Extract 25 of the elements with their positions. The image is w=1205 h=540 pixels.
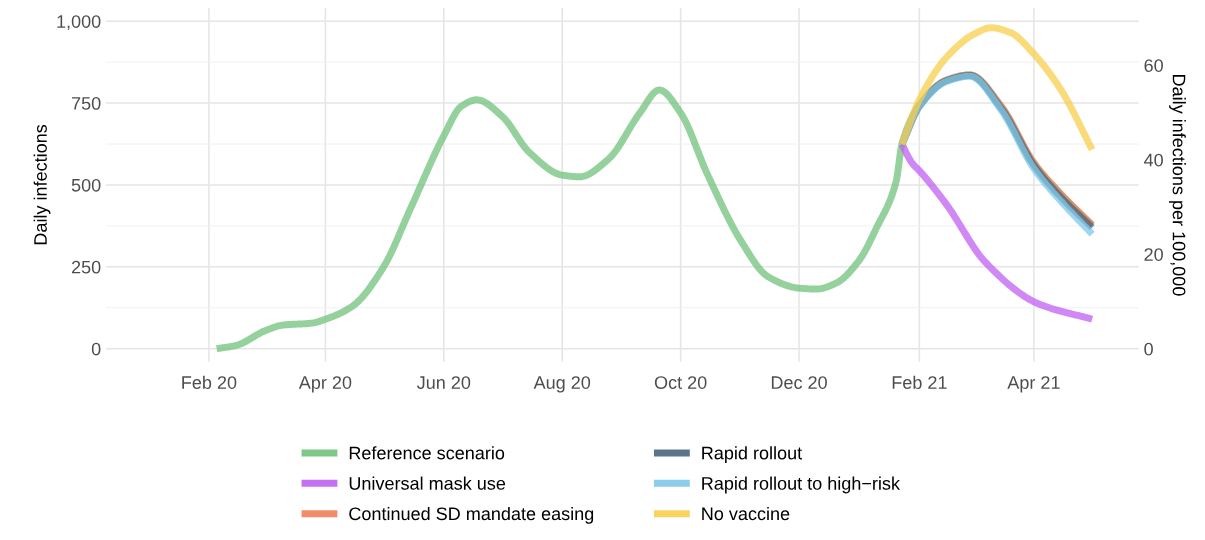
legend-label: Rapid rollout — [702, 446, 803, 463]
x-tick-label: Apr 20 — [298, 376, 352, 393]
y-tick-label: 0 — [91, 342, 101, 356]
x-tick-label: Oct 20 — [654, 376, 707, 389]
legend-label: Reference scenario — [349, 446, 505, 460]
y2-tick-label: 20 — [1144, 248, 1163, 261]
x-tick-label: Feb 20 — [182, 375, 237, 389]
x-tick-label: Feb 21 — [892, 375, 947, 389]
y2-tick-label: 0 — [1144, 342, 1153, 356]
legend-label: No vaccine — [702, 506, 790, 521]
x-tick-label: Dec 20 — [771, 376, 827, 389]
legend-label: Continued SD mandate easing — [349, 506, 594, 524]
y-tick-label: 750 — [71, 97, 101, 110]
y-tick-label: 250 — [71, 260, 101, 274]
y2-tick-label: 40 — [1144, 153, 1163, 167]
legend-label: Universal mask use — [349, 476, 506, 490]
x-tick-label: Aug 20 — [533, 376, 591, 393]
y-tick-label: 500 — [71, 178, 101, 192]
x-tick-label: Apr 21 — [1007, 376, 1060, 393]
y-tick-label: 1,000 — [57, 15, 101, 31]
y-axis-title: Daily infections — [33, 124, 51, 245]
legend-label: Rapid rollout to high−risk — [702, 476, 901, 494]
x-tick-label: Jun 20 — [416, 376, 471, 389]
y2-axis-title: Daily infections per 100,000 — [1169, 75, 1186, 296]
y2-tick-label: 60 — [1144, 59, 1163, 72]
